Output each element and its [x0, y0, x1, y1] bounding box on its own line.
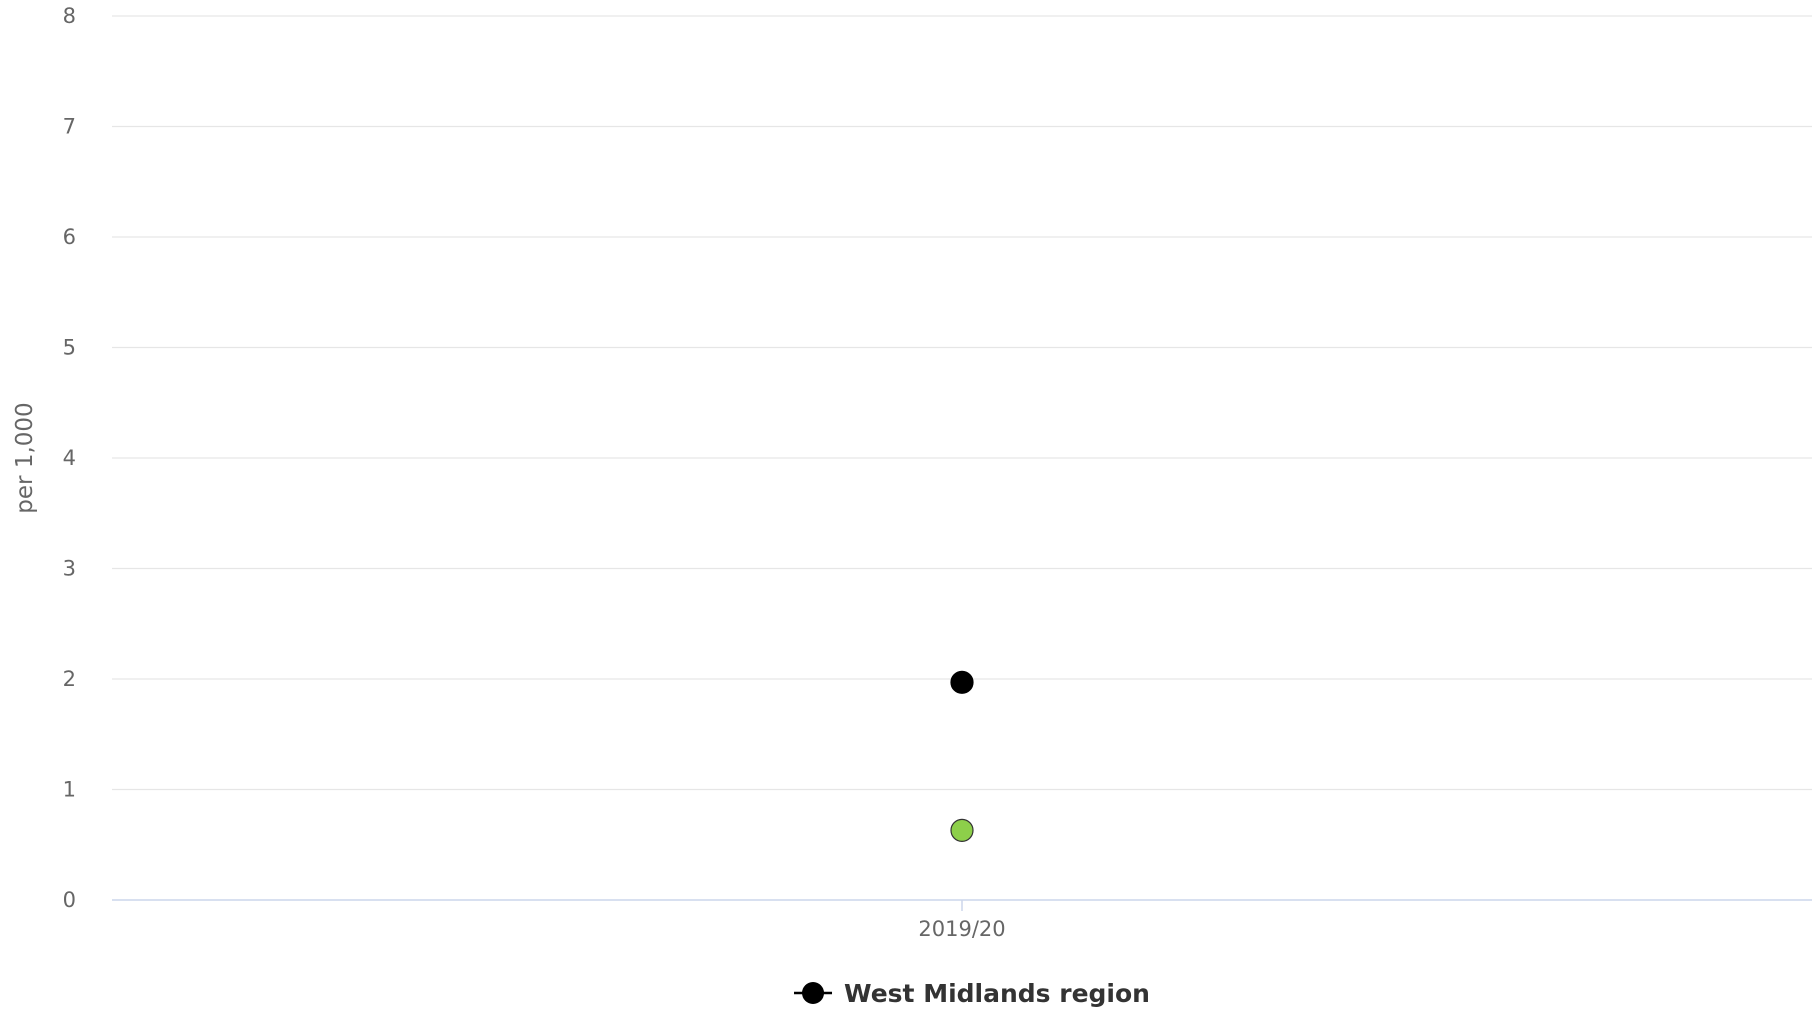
axis-layer: 0 1 2 3 4 5 6 7 8 per 1,000 2019/20: [12, 4, 1006, 941]
x-tick-label: 2019/20: [918, 917, 1005, 941]
legend-label: West Midlands region: [844, 979, 1150, 1008]
data-point[interactable]: [950, 670, 974, 694]
marks-layer: [950, 670, 974, 842]
y-tick-label: 3: [63, 557, 76, 581]
y-tick-label: 2: [63, 667, 76, 691]
legend[interactable]: West Midlands region: [794, 979, 1150, 1008]
y-tick-label: 7: [63, 115, 76, 139]
legend-item[interactable]: West Midlands region: [794, 979, 1150, 1008]
y-tick-label: 1: [63, 778, 76, 802]
legend-symbol-marker: [802, 982, 825, 1004]
y-axis-title: per 1,000: [12, 402, 38, 513]
y-tick-label: 4: [63, 446, 76, 470]
y-tick-label: 5: [63, 336, 76, 360]
grid-layer: [112, 15, 1812, 901]
y-tick-label: 6: [63, 225, 76, 249]
data-point[interactable]: [950, 818, 974, 842]
y-tick-label: 8: [63, 4, 76, 28]
y-tick-label: 0: [63, 888, 76, 912]
